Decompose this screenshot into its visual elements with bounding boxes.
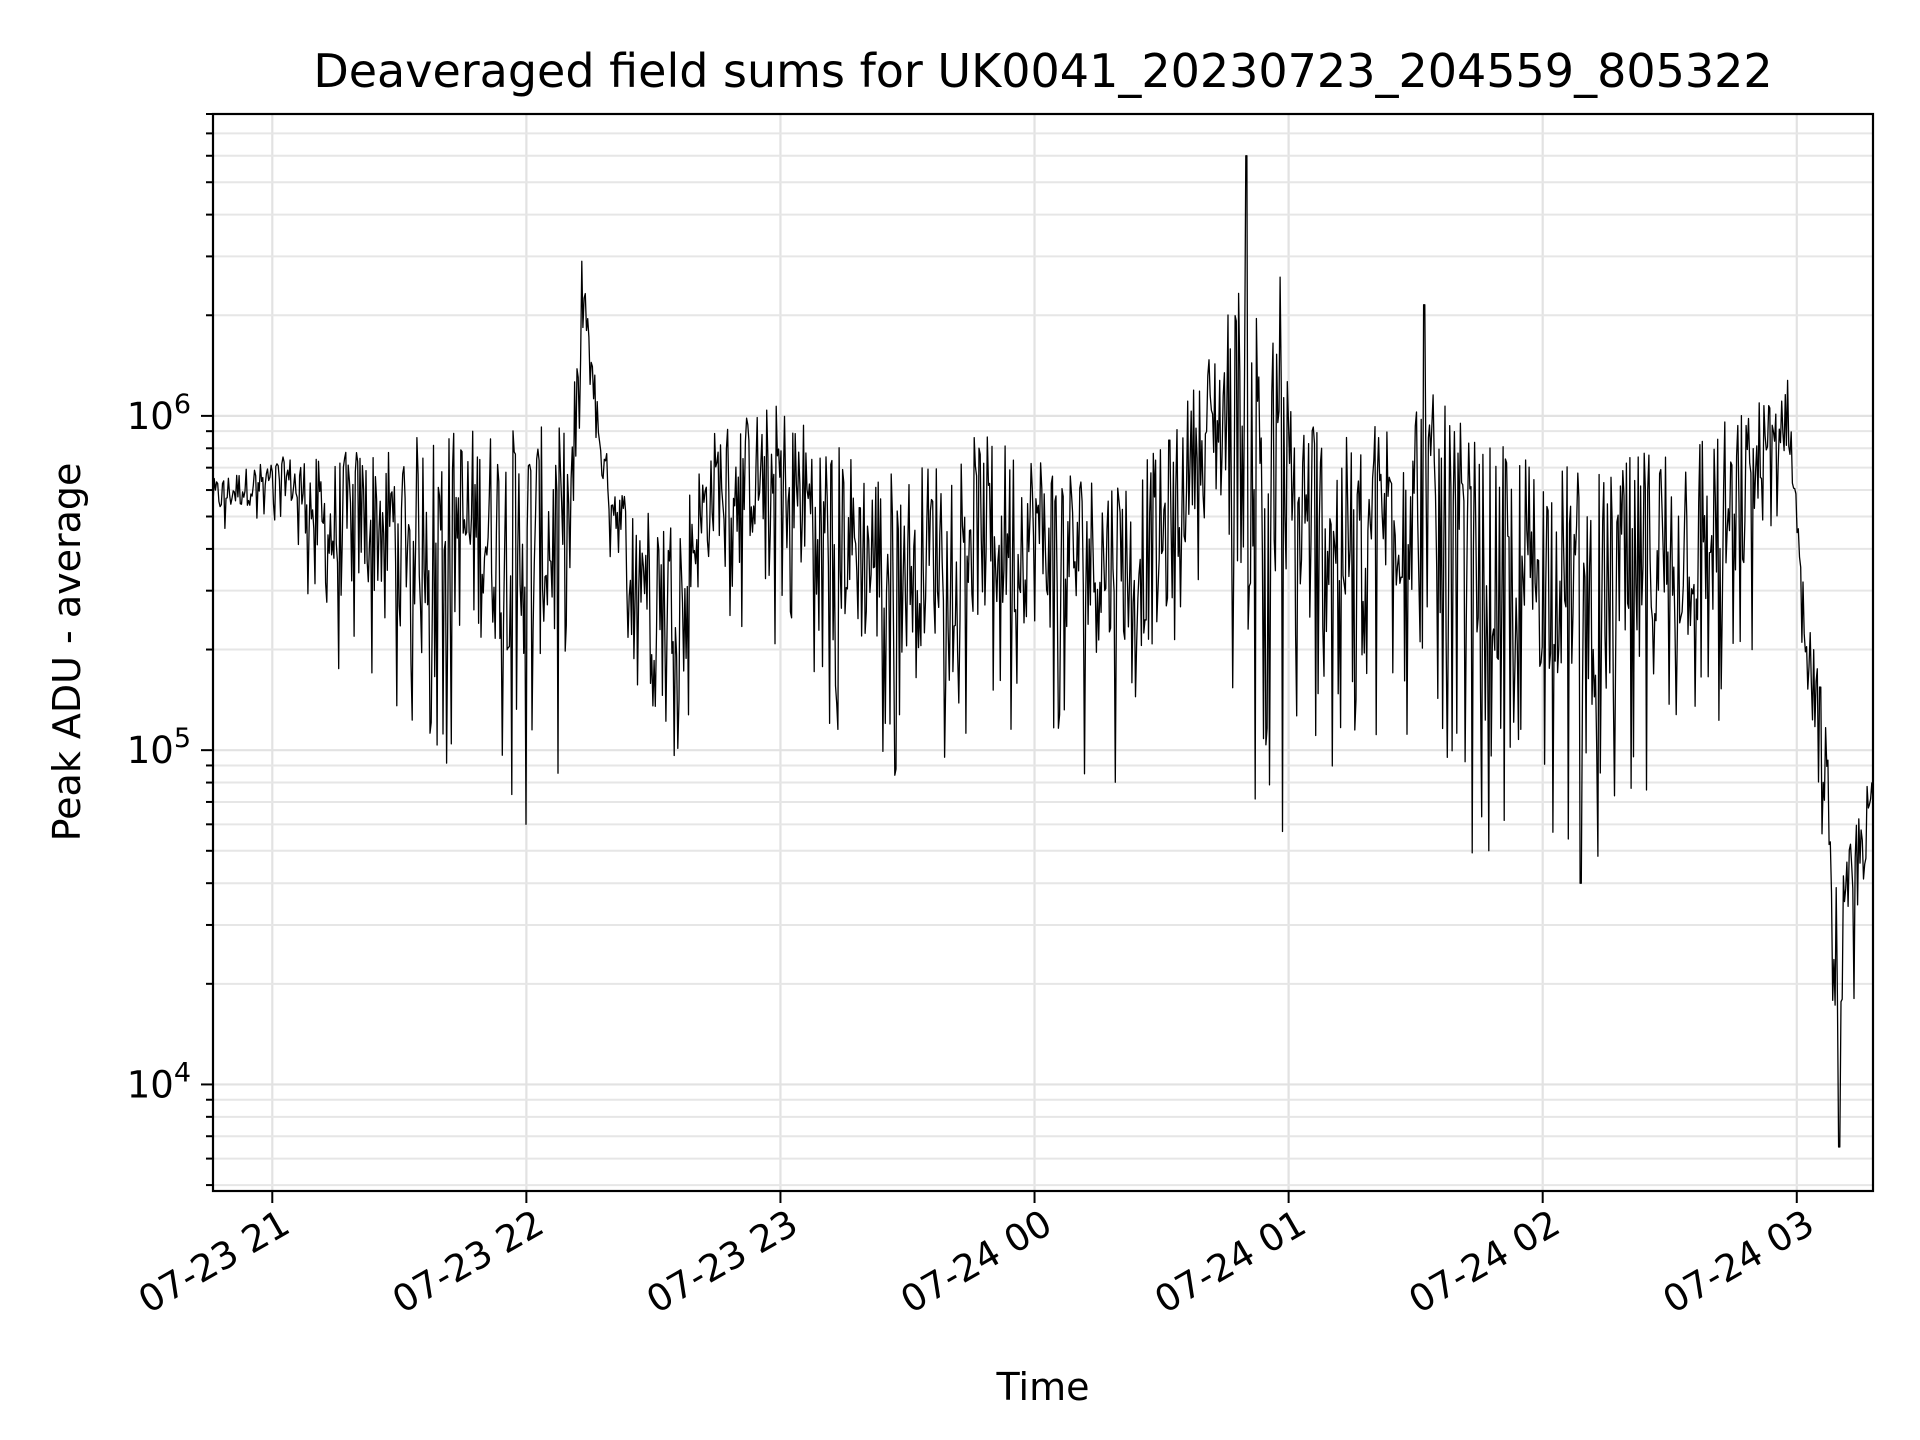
ticks: 07-23 21 07-23 22 07-23 23 07-24 00 07-24 01… (127, 113, 1822, 1322)
y-tick-label: 104 (127, 1057, 191, 1106)
y-tick-label: 106 (127, 389, 191, 438)
y-tick-label: 105 (127, 723, 191, 772)
x-tick-label: 07-23 22 (385, 1202, 551, 1322)
x-tick-label: 07-24 00 (893, 1202, 1059, 1322)
grid (213, 113, 1873, 1191)
series-layer (212, 155, 1874, 1148)
chart-title: Deaveraged field sums for UK0041_2023072… (313, 44, 1772, 98)
x-tick-label: 07-23 21 (131, 1202, 297, 1322)
plot-frame (211, 112, 1875, 1193)
x-tick-label: 07-24 01 (1148, 1202, 1314, 1322)
series-line (212, 155, 1874, 1148)
x-axis-label: Time (996, 1365, 1090, 1409)
y-axis-label: Peak ADU - average (45, 463, 89, 842)
x-tick-label: 07-24 02 (1402, 1202, 1568, 1322)
x-tick-label: 07-24 03 (1656, 1202, 1822, 1322)
x-tick-label: 07-23 23 (639, 1202, 805, 1322)
